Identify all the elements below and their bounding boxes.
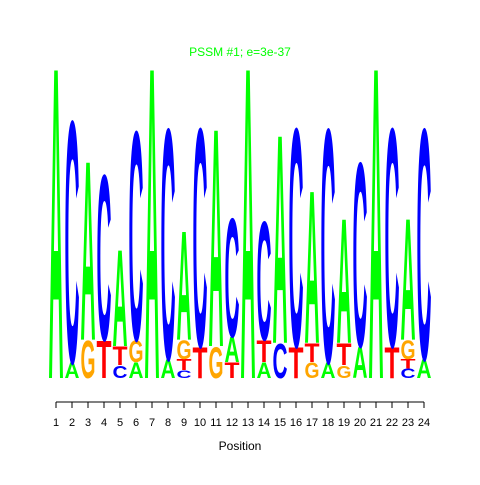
logo-letter: A xyxy=(145,0,160,473)
x-tick-label: 21 xyxy=(370,417,382,429)
logo-letter: A xyxy=(337,181,352,381)
logo-letter: A xyxy=(241,0,256,473)
logo-letter: C xyxy=(65,49,80,436)
x-tick-label: 16 xyxy=(290,417,302,429)
logo-letter: T xyxy=(177,356,192,373)
logo-letter: C xyxy=(417,60,432,430)
logo-letter: T xyxy=(97,330,112,390)
x-axis-label: Position xyxy=(219,439,262,453)
logo-letter: A xyxy=(257,358,272,383)
x-tick-label: 24 xyxy=(418,417,430,429)
x-tick-label: 20 xyxy=(354,417,366,429)
x-tick-label: 19 xyxy=(338,417,350,429)
logo-letter: G xyxy=(305,358,320,383)
logo-letter: C xyxy=(161,60,176,430)
logo-letter: T xyxy=(401,356,416,371)
logo-letter: T xyxy=(305,338,320,368)
logo-letter: C xyxy=(273,334,288,389)
x-tick-label: 2 xyxy=(69,417,75,429)
logo-letter: T xyxy=(225,358,240,383)
logo-letter: A xyxy=(129,358,144,383)
logo-letter: A xyxy=(417,354,432,384)
x-tick-label: 12 xyxy=(226,417,238,429)
chart-title: PSSM #1; e=3e-37 xyxy=(189,45,291,59)
x-tick-label: 3 xyxy=(85,417,91,429)
logo-letter: A xyxy=(305,146,320,390)
logo-letter: T xyxy=(113,341,128,371)
logo-letter: C xyxy=(97,125,112,391)
x-tick-label: 4 xyxy=(101,417,107,429)
logo-letter: C xyxy=(257,186,272,376)
logo-letter: C xyxy=(385,64,400,413)
logo-letter: A xyxy=(49,0,64,473)
logo-letter: C xyxy=(129,70,144,404)
logo-letter: C xyxy=(321,60,336,434)
logo-letter: C xyxy=(225,183,240,373)
x-tick-label: 5 xyxy=(117,417,123,429)
x-tick-label: 6 xyxy=(133,417,139,429)
logo-letter: A xyxy=(113,221,128,376)
x-tick-label: 9 xyxy=(181,417,187,429)
x-tick-label: 1 xyxy=(53,417,59,429)
logo-letter: G xyxy=(129,334,144,369)
x-tick-label: 14 xyxy=(258,417,270,429)
logo-letter: T xyxy=(289,338,304,388)
logo-letter: A xyxy=(177,198,192,373)
x-tick-label: 8 xyxy=(165,417,171,429)
logo-letter: A xyxy=(161,354,176,384)
logo-letter: C xyxy=(353,108,368,403)
logo-letter: T xyxy=(385,338,400,388)
logo-letter: A xyxy=(81,108,96,395)
logo-letter: A xyxy=(321,358,336,383)
logo-letter: A xyxy=(353,338,368,388)
logo-letter: C xyxy=(177,368,192,380)
logo-letter: C xyxy=(289,64,304,413)
x-tick-label: 11 xyxy=(210,417,221,429)
logo-letter: G xyxy=(177,335,192,365)
logo-letter: A xyxy=(273,73,288,407)
x-tick-label: 18 xyxy=(322,417,334,429)
logo-letter: G xyxy=(209,338,224,388)
logo-letter: T xyxy=(337,337,352,372)
x-tick-label: 17 xyxy=(306,417,318,429)
logo-letter: C xyxy=(401,366,416,381)
logo-letter: A xyxy=(65,358,80,383)
logo-letter: C xyxy=(113,362,128,382)
logo-letter: G xyxy=(81,330,96,390)
logo-letter: A xyxy=(225,330,240,370)
x-tick-label: 23 xyxy=(402,417,414,429)
logo-letter: C xyxy=(193,64,208,413)
x-tick-label: 22 xyxy=(386,417,398,429)
logo-letter: A xyxy=(401,183,416,378)
logo-letter: A xyxy=(209,64,224,413)
logo-letter: T xyxy=(193,338,208,388)
x-tick-label: 10 xyxy=(194,417,206,429)
x-tick-label: 15 xyxy=(274,417,286,429)
logo-letter: G xyxy=(401,335,416,365)
logo-letter: T xyxy=(257,334,272,369)
logo-letter: A xyxy=(369,0,384,473)
x-tick-label: 7 xyxy=(149,417,155,429)
x-tick-label: 13 xyxy=(242,417,254,429)
logo-letter: G xyxy=(337,362,352,382)
